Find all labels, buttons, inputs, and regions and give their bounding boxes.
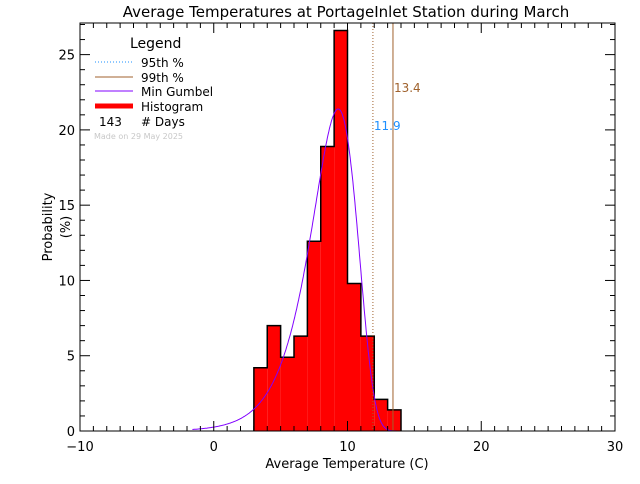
x-axis-label: Average Temperature (C) (265, 457, 428, 472)
legend-histogram-label: Histogram (141, 100, 203, 114)
x-tick-label: 0 (210, 440, 218, 455)
y-tick-label: 10 (58, 274, 75, 289)
histogram-bar (387, 409, 401, 431)
histogram-bar (267, 325, 281, 431)
histogram-bar (334, 30, 348, 431)
legend-title: Legend (130, 36, 181, 52)
legend-95th-label: 95th % (141, 56, 184, 70)
histogram-bar (294, 336, 308, 431)
y-tick-label: 25 (58, 49, 75, 64)
histogram-bar (320, 146, 335, 432)
y-axis-label-line: Probability (41, 192, 56, 261)
chart-title: Average Temperatures at PortageInlet Sta… (123, 3, 569, 21)
histogram-bar (307, 241, 321, 431)
y-axis-label-line: (%) (59, 216, 74, 239)
watermark: Made on 29 May 2025 (94, 132, 183, 141)
gumbel-curve-group (192, 108, 398, 432)
x-tick-label: 20 (473, 440, 490, 455)
legend-gumbel-label: Min Gumbel (141, 85, 213, 99)
x-tick-label: 30 (607, 440, 624, 455)
legend-days-label: # Days (141, 115, 185, 129)
histogram-bars (253, 29, 402, 432)
gumbel-curve (192, 108, 398, 432)
percentile-label: 11.9 (374, 119, 401, 133)
percentile-label: 13.4 (394, 81, 421, 95)
y-tick-label: 5 (67, 350, 75, 365)
histogram-bar (280, 357, 294, 431)
histogram-outline (253, 29, 402, 431)
y-tick-label: 20 (58, 124, 75, 139)
histogram-bar (253, 367, 268, 431)
percentile-lines: 11.9 13.4 (372, 23, 421, 431)
histogram-bar (374, 399, 388, 431)
histogram-bar (347, 283, 361, 431)
x-tick-label: 10 (339, 440, 356, 455)
y-tick-label: 0 (67, 425, 75, 440)
y-axis-label: Probability (%) (41, 192, 74, 261)
legend: Legend 95th % 99th % Min Gumbel Histogra… (94, 36, 213, 141)
y-tick-label: 15 (58, 199, 75, 214)
legend-days-count: 143 (99, 115, 122, 129)
x-tick-label: −10 (66, 440, 93, 455)
legend-99th-label: 99th % (141, 71, 184, 85)
histogram-bar (360, 336, 375, 431)
